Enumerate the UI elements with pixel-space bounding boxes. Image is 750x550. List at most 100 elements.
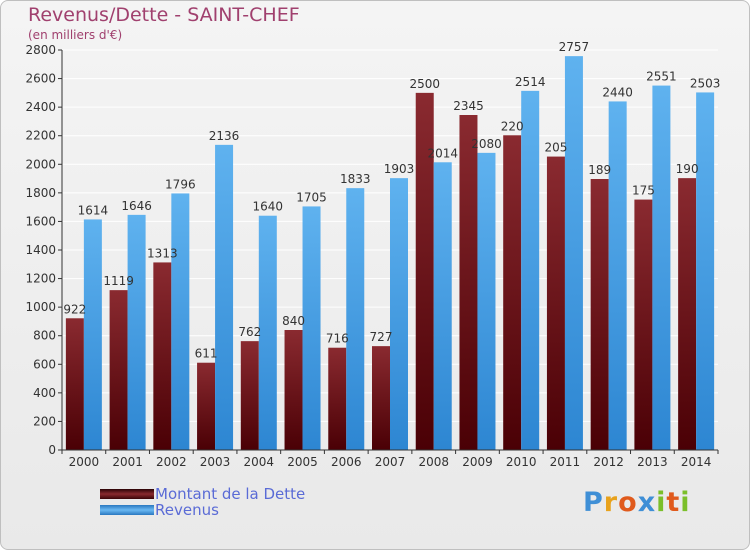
chart-subtitle: (en milliers d'€) [28, 28, 123, 42]
bar-revenue [564, 56, 583, 451]
data-label-debt: 220 [501, 119, 524, 133]
y-tick-label: 400 [33, 386, 56, 400]
y-tick-label: 1200 [25, 272, 56, 286]
bar-revenue [302, 206, 321, 450]
x-tick-label: 2007 [375, 455, 406, 469]
data-label-debt: 189 [588, 163, 611, 177]
y-tick-label: 1000 [25, 300, 56, 314]
bar-debt [153, 262, 172, 450]
y-tick-label: 2400 [25, 100, 56, 114]
bar-debt [503, 135, 522, 451]
data-label-debt: 190 [676, 162, 699, 176]
logo-letter: P [583, 487, 604, 518]
bar-debt [415, 92, 434, 450]
data-label-debt: 762 [238, 325, 261, 339]
data-label-revenue: 2514 [515, 75, 546, 89]
y-axis: 0 200 400 600 800 1000 1200 1400 1600 1800 2000 220… [25, 43, 63, 457]
x-tick-label: 2009 [462, 455, 493, 469]
data-label-debt: 175 [632, 184, 655, 198]
chart-title: Revenus/Dette - SAINT-CHEF [28, 4, 300, 26]
legend-label-debt: Montant de la Dette [155, 485, 306, 503]
data-label-revenue: 2080 [471, 137, 502, 151]
bar-debt [240, 341, 259, 450]
x-tick-label: 2008 [418, 455, 449, 469]
legend-label-revenue: Revenus [155, 501, 219, 519]
bar-revenue [433, 162, 452, 451]
bar-debt [109, 290, 128, 450]
bar-debt [65, 318, 84, 450]
bar-debt [197, 362, 216, 450]
x-tick-label: 2004 [244, 455, 275, 469]
x-tick-label: 2005 [287, 455, 318, 469]
data-label-revenue: 2503 [690, 76, 721, 90]
y-tick-label: 2600 [25, 72, 56, 86]
x-tick-label: 2012 [593, 455, 624, 469]
bar-revenue [390, 178, 408, 450]
bar-revenue [652, 85, 671, 451]
bar-revenue [477, 152, 496, 450]
x-tick-label: 2014 [681, 455, 712, 469]
bar-revenue [521, 90, 540, 450]
bar-debt [328, 347, 347, 450]
data-label-debt: 611 [195, 347, 218, 361]
y-tick-label: 600 [33, 357, 56, 371]
data-label-revenue: 1796 [165, 177, 196, 191]
bar-debt [634, 199, 653, 450]
data-label-revenue: 1614 [78, 203, 109, 217]
x-tick-label: 2000 [69, 455, 100, 469]
data-label-revenue: 2440 [602, 85, 633, 99]
bar-debt [590, 179, 609, 450]
proxiti-logo: Proxiti [583, 487, 691, 518]
data-label-revenue: 1640 [253, 200, 284, 214]
data-label-debt: 840 [282, 314, 305, 328]
x-tick-label: 2006 [331, 455, 362, 469]
data-labels: 922 1614 1119 1646 1313 1796 611 2136 762 1640 840… [63, 40, 720, 361]
bar-revenue [171, 193, 190, 450]
data-label-revenue: 2014 [427, 146, 458, 160]
data-label-revenue: 2551 [646, 70, 677, 84]
data-label-revenue: 1833 [340, 172, 371, 186]
y-tick-label: 2000 [25, 157, 56, 171]
bar-debt [546, 156, 565, 451]
y-tick-label: 2200 [25, 129, 56, 143]
x-tick-label: 2010 [506, 455, 537, 469]
bars [65, 56, 715, 451]
logo-letter: x [637, 487, 657, 518]
data-label-debt: 2345 [453, 99, 484, 113]
bar-revenue [83, 219, 102, 450]
data-label-revenue: 1705 [296, 190, 327, 204]
data-label-debt: 716 [326, 332, 349, 346]
data-label-revenue: 2136 [209, 129, 240, 143]
y-tick-label: 1600 [25, 214, 56, 228]
x-tick-label: 2002 [156, 455, 187, 469]
x-tick-label: 2003 [200, 455, 231, 469]
data-label-debt: 205 [544, 141, 567, 155]
x-axis: 2000 2001 2002 2003 2004 2005 2006 2007 2008 2009… [61, 449, 719, 469]
bar-revenue [127, 214, 146, 450]
logo-letter: i [680, 487, 691, 518]
x-tick-label: 2001 [112, 455, 143, 469]
y-tick-label: 2800 [25, 43, 56, 57]
data-label-debt: 1119 [103, 274, 134, 288]
y-tick-label: 1800 [25, 186, 56, 200]
bar-revenue [215, 144, 234, 450]
data-label-debt: 1313 [147, 246, 178, 260]
x-tick-label: 2011 [550, 455, 581, 469]
bar-revenue [258, 215, 277, 450]
legend-swatch-debt [100, 489, 154, 499]
data-label-revenue: 2757 [559, 40, 590, 54]
bar-debt [459, 115, 478, 450]
logo-letter: t [666, 487, 681, 518]
logo-letter: o [618, 487, 638, 518]
bar-revenue [608, 101, 627, 450]
y-tick-label: 200 [33, 414, 56, 428]
bar-debt [284, 330, 303, 450]
bar-revenue [346, 188, 365, 450]
data-label-revenue: 1903 [384, 162, 415, 176]
x-tick-label: 2013 [637, 455, 668, 469]
legend-swatch-revenue [100, 505, 154, 515]
bar-revenue [696, 92, 715, 450]
logo-letter: r [603, 487, 619, 518]
data-label-debt: 2500 [409, 77, 440, 91]
